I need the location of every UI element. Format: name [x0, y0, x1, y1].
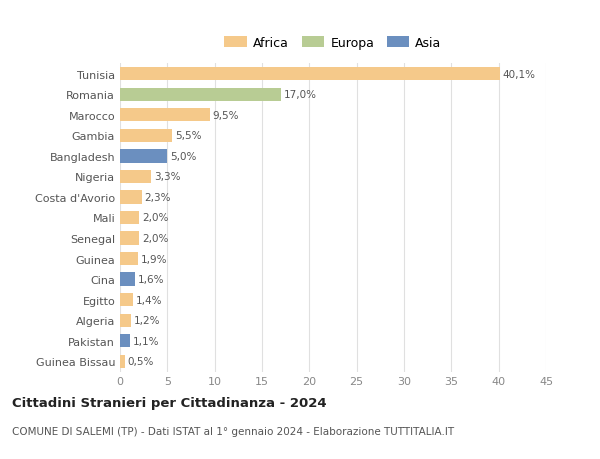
Bar [120, 191, 142, 204]
Text: 1,6%: 1,6% [138, 274, 164, 285]
Text: 40,1%: 40,1% [502, 69, 535, 79]
Bar [120, 68, 500, 81]
Bar [120, 211, 139, 225]
Bar [120, 150, 167, 163]
Text: 0,5%: 0,5% [128, 357, 154, 367]
Bar [120, 232, 139, 245]
Text: 5,0%: 5,0% [170, 151, 197, 162]
Text: 1,2%: 1,2% [134, 315, 161, 325]
Bar [120, 88, 281, 102]
Text: 1,1%: 1,1% [133, 336, 160, 346]
Text: 1,4%: 1,4% [136, 295, 163, 305]
Text: 1,9%: 1,9% [141, 254, 167, 264]
Text: 2,0%: 2,0% [142, 213, 168, 223]
Bar [120, 252, 138, 266]
Bar [120, 273, 135, 286]
Bar [120, 170, 151, 184]
Bar [120, 293, 133, 307]
Text: 3,3%: 3,3% [154, 172, 181, 182]
Text: Cittadini Stranieri per Cittadinanza - 2024: Cittadini Stranieri per Cittadinanza - 2… [12, 396, 326, 409]
Bar [120, 334, 130, 348]
Text: 2,0%: 2,0% [142, 234, 168, 244]
Bar [120, 109, 210, 122]
Text: 5,5%: 5,5% [175, 131, 202, 141]
Legend: Africa, Europa, Asia: Africa, Europa, Asia [220, 32, 446, 55]
Text: 17,0%: 17,0% [284, 90, 317, 100]
Bar [120, 129, 172, 143]
Bar [120, 355, 125, 368]
Text: 2,3%: 2,3% [145, 192, 171, 202]
Text: COMUNE DI SALEMI (TP) - Dati ISTAT al 1° gennaio 2024 - Elaborazione TUTTITALIA.: COMUNE DI SALEMI (TP) - Dati ISTAT al 1°… [12, 426, 454, 436]
Bar [120, 314, 131, 327]
Text: 9,5%: 9,5% [213, 111, 239, 121]
